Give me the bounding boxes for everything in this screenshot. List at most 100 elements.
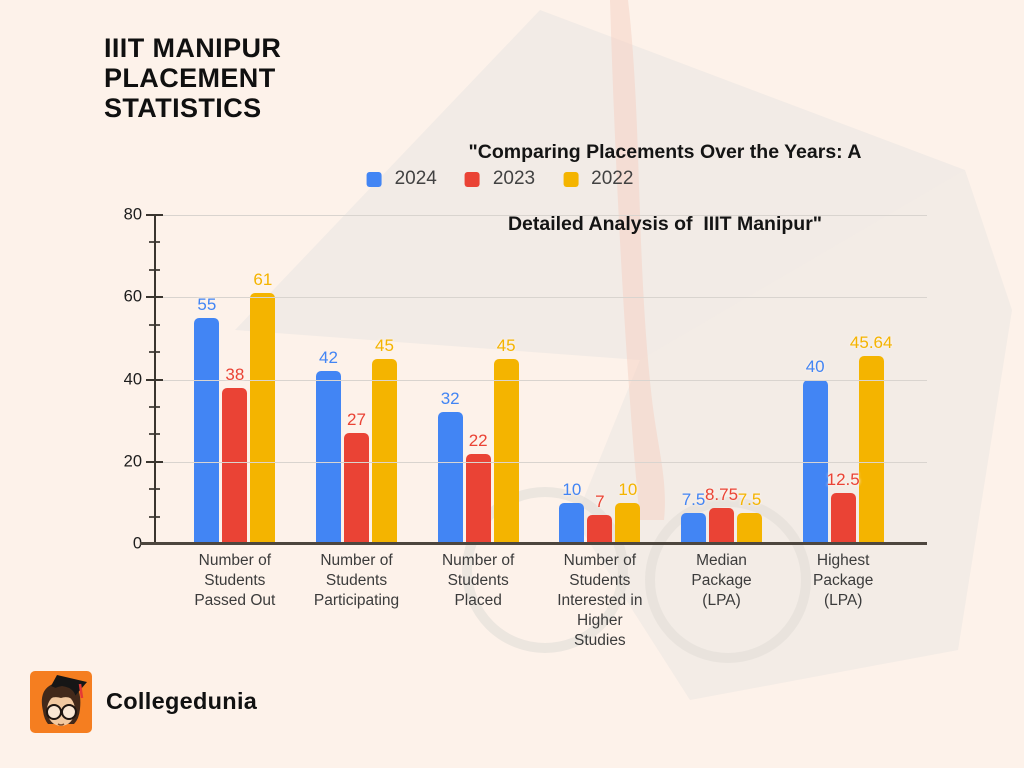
legend-swatch [464, 171, 480, 187]
page-title-line1: IIIT MANIPUR [104, 33, 282, 63]
bar-2023 [344, 432, 369, 544]
bar-with-label: 61 [250, 215, 276, 544]
legend-item-2022: 2022 [563, 168, 633, 190]
bar-2023 [830, 492, 856, 544]
collegedunia-logo [30, 671, 92, 733]
bar-value-label: 12.5 [826, 469, 860, 489]
page-title-line2: PLACEMENT [104, 63, 276, 93]
bar-2022 [615, 502, 641, 544]
y-axis-tick [146, 378, 163, 381]
y-axis-tick-label: 0 [132, 534, 142, 553]
y-axis-minor-tick [149, 488, 160, 491]
y-axis-tick-label: 60 [123, 287, 142, 306]
gridline [154, 379, 927, 381]
mascot-icon [41, 675, 87, 726]
bar-with-label: 45 [493, 215, 519, 544]
bar-value-label: 45 [496, 335, 516, 355]
bar-2024 [681, 513, 707, 544]
y-axis-minor-tick [149, 351, 160, 354]
bar-2022 [372, 358, 397, 544]
bar-groups-row: 55 38 61 42 27 45 32 22 45 10 7 10 7.5 8.75 7.5 40 12.5 4… [154, 215, 927, 544]
bar-value-label: 32 [440, 389, 460, 409]
x-axis-category: Number of Students Passed Out [174, 551, 296, 651]
bar-value-label: 7.5 [737, 490, 762, 510]
bar-2023 [587, 515, 613, 544]
bar-with-label: 55 [194, 215, 220, 544]
bar-group: 7.5 8.75 7.5 [661, 215, 783, 544]
bar-2024 [437, 412, 463, 544]
bar-value-label: 10 [562, 479, 582, 499]
bar-2024 [316, 371, 341, 544]
bar-value-label: 55 [197, 294, 217, 314]
bar-value-label: 40 [805, 356, 825, 376]
bar-with-label: 38 [222, 215, 248, 544]
y-axis-tick [146, 296, 163, 299]
bar-with-label: 42 [316, 215, 341, 544]
bar-2022 [737, 513, 763, 544]
page-subtitle-line1: "Comparing Placements Over the Years: A [468, 141, 862, 163]
legend-item-2023: 2023 [464, 168, 535, 190]
bar-value-label: 7.5 [681, 490, 706, 510]
page-subtitle-line2: Detailed Analysis of IIIT Manipur" [507, 213, 823, 235]
legend-label: 2022 [591, 168, 634, 189]
bar-with-label: 45.64 [850, 215, 892, 544]
x-axis-category-label: Median Package (LPA) [691, 552, 752, 609]
bar-value-label: 8.75 [704, 485, 739, 505]
bar-group: 32 22 45 [417, 215, 539, 544]
gridline [154, 297, 927, 299]
bar-with-label: 22 [465, 215, 491, 544]
brand-name: Collegedunia [106, 688, 258, 714]
x-axis-category: Number of Students Participating [296, 551, 418, 651]
x-axis-category: Number of Students Interested in Higher … [539, 551, 661, 651]
bar-2022 [858, 356, 884, 544]
chart-legend: 2024 2023 2022 [366, 168, 633, 190]
page-title: IIIT MANIPUR PLACEMENT STATISTICS [104, 33, 281, 123]
bar-with-label: 12.5 [827, 215, 860, 544]
bar-2023 [465, 453, 491, 544]
y-axis-tick [146, 460, 163, 463]
x-axis-category-label: Number of Students Placed [441, 552, 515, 609]
x-axis-category-label: Number of Students Passed Out [194, 552, 276, 609]
bar-2022 [250, 293, 276, 544]
y-axis-minor-tick [149, 405, 160, 408]
bar-value-label: 38 [225, 364, 245, 384]
legend-swatch [366, 171, 382, 187]
y-axis-minor-tick [149, 515, 160, 518]
bar-with-label: 7.5 [737, 215, 763, 544]
y-axis-tick-label: 20 [123, 452, 142, 471]
chart-plot-area: 55 38 61 42 27 45 32 22 45 10 7 10 7.5 8.75 7.5 40 12.5 4… [124, 206, 927, 553]
bar-value-label: 22 [468, 430, 488, 450]
bar-value-label: 42 [319, 348, 338, 368]
x-axis-category-label: Number of Students Interested in Higher … [557, 552, 643, 649]
gridline [154, 215, 927, 216]
x-axis-baseline [140, 542, 927, 545]
bar-value-label: 45 [375, 335, 394, 355]
legend-swatch [563, 171, 579, 187]
bar-group: 10 7 10 [539, 215, 661, 544]
x-axis-category-label: Number of Students Participating [313, 552, 400, 609]
bar-with-label: 32 [437, 215, 463, 544]
gridline [154, 461, 927, 463]
bar-with-label: 7.5 [681, 215, 707, 544]
bar-with-label: 8.75 [705, 215, 738, 544]
bar-value-label: 27 [347, 409, 366, 429]
bar-with-label: 7 [587, 215, 613, 544]
x-axis-category: Number of Students Placed [417, 551, 539, 651]
y-axis-minor-tick [149, 433, 160, 436]
y-axis-minor-tick [149, 323, 160, 326]
bar-group: 42 27 45 [296, 215, 418, 544]
bar-2024 [559, 502, 585, 544]
y-axis-tick-label: 80 [123, 205, 142, 224]
x-axis-labels-row: Number of Students Passed Out Number of S… [154, 551, 927, 651]
bar-2023 [709, 508, 735, 544]
bar-2022 [493, 358, 519, 544]
bar-with-label: 45 [372, 215, 397, 544]
y-axis-minor-tick [149, 241, 160, 244]
x-axis-category-label: Highest Package (LPA) [813, 552, 874, 609]
legend-item-2024: 2024 [366, 168, 437, 190]
page-title-line3: STATISTICS [104, 93, 262, 123]
bar-with-label: 27 [344, 215, 369, 544]
x-axis-category: Highest Package (LPA) [782, 551, 904, 651]
